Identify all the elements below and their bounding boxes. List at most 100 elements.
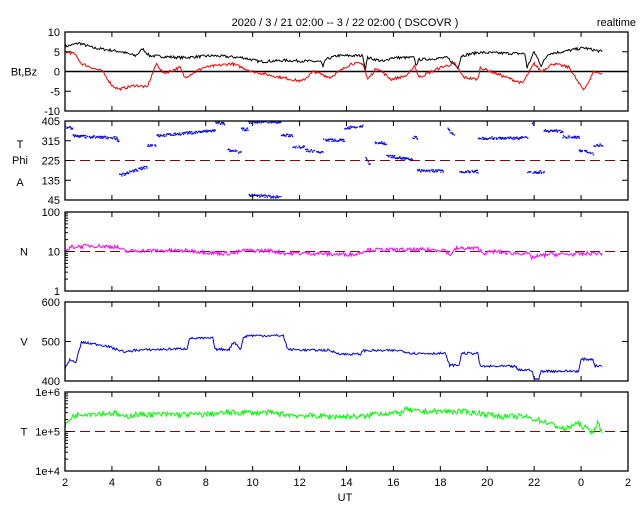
Phi-point [288, 135, 290, 137]
Phi-point [502, 137, 504, 139]
Phi-point [287, 133, 289, 135]
Phi-point [325, 139, 327, 141]
Phi-point [410, 160, 412, 162]
Phi-point [332, 139, 334, 141]
x-tick-label: 4 [109, 477, 115, 489]
Phi-point [188, 132, 190, 135]
y-tick-label: 5 [54, 47, 60, 59]
Phi-point [559, 129, 561, 131]
Phi-point [113, 136, 115, 138]
Phi-point [70, 128, 72, 130]
x-tick-label: 2 [625, 477, 631, 489]
Phi-segment-14 [323, 138, 345, 143]
Phi-point [564, 136, 566, 138]
Phi-point [151, 145, 153, 147]
Phi-point [418, 168, 420, 170]
Phi-point [124, 174, 127, 176]
Phi-point [581, 150, 583, 153]
Phi-point [435, 169, 437, 171]
Phi-point [249, 122, 251, 124]
Phi-point [99, 137, 101, 139]
Phi-point [148, 145, 150, 147]
Phi-point [92, 136, 94, 138]
Phi-point [549, 130, 551, 132]
Phi-point [429, 171, 431, 173]
Phi-segment-28 [578, 149, 595, 156]
Phi-point [188, 131, 190, 133]
Phi-point [294, 147, 297, 149]
y-axis-label: T [21, 427, 28, 439]
Phi-segment-1 [72, 134, 118, 140]
Phi-point [344, 128, 346, 130]
Phi-point [492, 137, 494, 139]
Phi-point [377, 143, 379, 145]
y-tick-label: 600 [42, 297, 60, 309]
Phi-point [182, 133, 185, 135]
x-tick-label: 12 [293, 477, 305, 489]
Phi-point [334, 138, 336, 140]
Phi-point [248, 193, 250, 196]
Phi-point [400, 157, 402, 159]
Phi-point [263, 194, 266, 196]
Phi-point [69, 126, 71, 128]
Phi-point [272, 121, 274, 123]
Phi-point [250, 194, 252, 197]
Phi-point [195, 130, 198, 133]
Phi-point [463, 172, 465, 174]
Phi-point [197, 131, 199, 134]
Phi-point [140, 169, 142, 171]
y-tick-label: 1e+4 [35, 466, 60, 478]
Phi-point [340, 138, 342, 140]
Phi-point [258, 121, 260, 124]
Phi-point [440, 171, 442, 173]
Phi-point [273, 195, 275, 197]
Phi-point [278, 195, 280, 198]
Phi-point [174, 132, 176, 134]
Phi-point [228, 148, 230, 151]
Phi-point [185, 131, 187, 134]
Phi-point [107, 138, 109, 140]
Phi-point [535, 171, 537, 173]
Phi-segment-29 [593, 143, 604, 147]
x-tick-label: 18 [434, 477, 446, 489]
Phi-point [132, 169, 134, 172]
Phi-point [260, 122, 262, 124]
Phi-point [171, 134, 173, 136]
Phi-point [587, 152, 589, 154]
Phi-point [484, 138, 486, 140]
Phi-point [524, 136, 527, 138]
Phi-point [157, 134, 159, 136]
Phi-point [366, 159, 368, 161]
Phi-point [154, 144, 156, 146]
Phi-point [262, 121, 264, 123]
Phi-point [442, 171, 444, 173]
Phi-point [317, 151, 320, 153]
Phi-point [172, 134, 175, 136]
Phi-point [205, 131, 208, 133]
realtime-label: realtime [597, 17, 636, 29]
Phi-point [438, 169, 440, 171]
Phi-point [280, 134, 283, 137]
Phi-point [245, 129, 247, 131]
Phi-segment-7 [227, 148, 242, 154]
panel-1: 405 315 225 135 45 T Phi A [12, 116, 629, 207]
Phi-point [425, 169, 427, 171]
Phi-point [82, 135, 84, 137]
Phi-point [122, 172, 124, 174]
y-tick-label: 0 [54, 67, 60, 79]
Phi-point [72, 128, 74, 130]
Phi-point [347, 128, 349, 130]
Phi-point [182, 132, 184, 134]
Phi-point [73, 136, 76, 138]
y-axis-label: T [17, 139, 24, 151]
Phi-point [333, 140, 335, 142]
Phi-point [483, 137, 485, 139]
Phi-point [272, 197, 274, 199]
y-tick-label: 1e+5 [35, 427, 60, 439]
Phi-point [499, 136, 501, 138]
Phi-point [422, 169, 424, 171]
y-tick-label: 1 [54, 286, 60, 298]
Phi-point [141, 166, 143, 168]
Phi-point [447, 127, 449, 129]
Phi-point [184, 132, 186, 134]
